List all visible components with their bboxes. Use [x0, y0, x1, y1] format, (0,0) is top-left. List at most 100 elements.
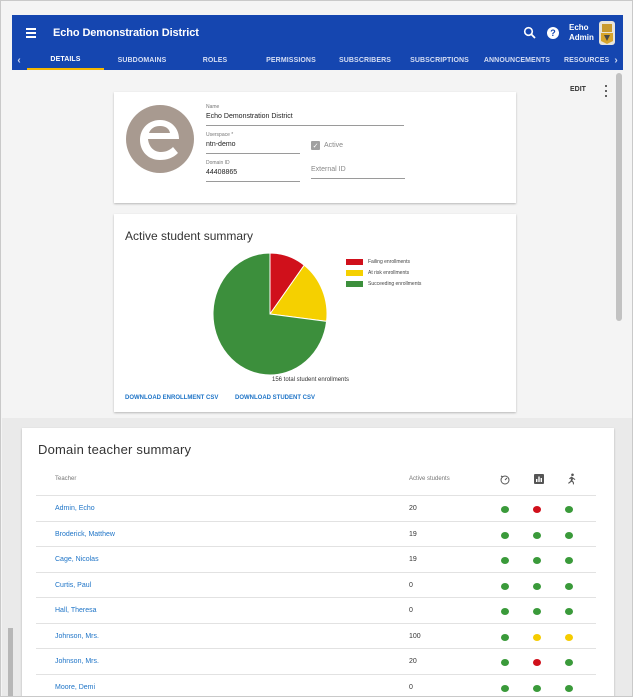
progress-status-dot	[565, 608, 573, 615]
teacher-name-link[interactable]: Moore, Demi	[55, 683, 96, 691]
teacher-name-link[interactable]: Johnson, Mrs.	[55, 632, 99, 640]
teacher-name-link[interactable]: Hall, Theresa	[55, 607, 97, 614]
running-person-icon	[568, 473, 576, 485]
teacher-name-link[interactable]: Johnson, Mrs.	[55, 658, 99, 665]
progress-status-dot	[565, 684, 573, 692]
tab-permissions[interactable]: PERMISSIONS	[266, 56, 316, 64]
grades-chart-icon	[534, 474, 544, 484]
active-students-count: 0	[409, 683, 413, 691]
legend-label: Failing enrollments	[368, 258, 410, 265]
name-field[interactable]: Name Echo Demonstration District	[206, 104, 404, 126]
student-summary-card: Active student summary Failing enrollmen…	[114, 214, 516, 412]
more-options-icon[interactable]	[604, 85, 608, 97]
teacher-summary-card: Domain teacher summary Teacher Active st…	[22, 428, 614, 697]
progress-status-dot	[565, 633, 573, 641]
table-row: Curtis, Paul 0	[36, 571, 596, 597]
active-students-count: 19	[409, 530, 417, 538]
activity-status-dot	[501, 608, 509, 615]
activity-status-dot	[501, 659, 509, 666]
grades-status-dot	[533, 633, 541, 641]
tab-subscriptions[interactable]: SUBSCRIPTIONS	[410, 56, 469, 64]
scrollbar[interactable]	[616, 73, 622, 321]
total-enrollments: 156 total student enrollments	[272, 377, 350, 383]
chart-legend: Failing enrollments At risk enrollments Su…	[346, 256, 421, 289]
search-icon[interactable]	[523, 26, 537, 40]
teacher-summary-title: Domain teacher summary	[38, 442, 192, 457]
activity-timer-icon	[500, 475, 510, 485]
activity-status-dot	[501, 582, 509, 590]
edit-button[interactable]: EDIT	[570, 86, 586, 93]
user-name[interactable]: Echo Admin	[569, 22, 594, 42]
activity-status-dot	[501, 531, 509, 539]
grades-status-dot	[533, 608, 541, 615]
legend-swatch	[346, 280, 363, 287]
progress-status-dot	[565, 659, 573, 666]
tab-details[interactable]: DETAILS	[27, 50, 104, 70]
app-title: Echo Demonstration District	[53, 26, 199, 39]
tab-bar: ‹ DETAILS SUBDOMAINS ROLES PERMISSIONS S…	[12, 50, 623, 70]
grades-status-dot	[533, 531, 541, 539]
active-students-count: 20	[409, 658, 417, 665]
progress-status-dot	[565, 557, 573, 564]
legend-item: At risk enrollments	[346, 267, 421, 278]
enrollment-pie-chart	[212, 252, 328, 376]
table-row: Moore, Demi 0	[36, 673, 596, 697]
legend-label: At risk enrollments	[368, 269, 410, 276]
teacher-name-link[interactable]: Curtis, Paul	[55, 581, 92, 589]
teacher-name-link[interactable]: Broderick, Matthew	[55, 530, 115, 538]
legend-item: Succeeding enrollments	[346, 278, 421, 289]
avatar[interactable]	[599, 20, 615, 45]
tabs-scroll-right-icon[interactable]: ›	[614, 54, 618, 66]
table-row: Cage, Nicolas 19	[36, 546, 596, 571]
checkbox-check-icon[interactable]: ✓	[311, 141, 320, 150]
domain-logo	[126, 105, 194, 173]
column-header-active-students[interactable]: Active students	[409, 476, 450, 482]
download-student-csv-link[interactable]: DOWNLOAD STUDENT CSV	[235, 395, 315, 401]
lower-scrollbar[interactable]	[8, 628, 13, 696]
tab-roles[interactable]: ROLES	[202, 56, 228, 64]
table-row: Johnson, Mrs. 20	[36, 648, 596, 673]
column-header-teacher[interactable]: Teacher	[55, 476, 77, 482]
table-row: Broderick, Matthew 19	[36, 520, 596, 546]
tab-subscribers[interactable]: SUBSCRIBERS	[338, 56, 392, 64]
hamburger-menu-icon[interactable]	[22, 22, 44, 44]
progress-status-dot	[565, 582, 573, 590]
legend-swatch	[346, 258, 363, 265]
help-icon[interactable]: ?	[547, 26, 559, 39]
activity-status-dot	[501, 557, 509, 564]
progress-status-dot	[565, 531, 573, 539]
legend-swatch	[346, 269, 363, 276]
active-students-count: 19	[409, 556, 417, 563]
tabs-scroll-left-icon[interactable]: ‹	[17, 54, 21, 66]
tab-resources[interactable]: RESOURCES	[564, 56, 610, 64]
summary-title: Active student summary	[125, 229, 254, 243]
userspace-field[interactable]: Userspace * ntn-demo	[206, 132, 300, 154]
teacher-name-link[interactable]: Cage, Nicolas	[55, 556, 99, 563]
grades-status-dot	[533, 684, 541, 692]
active-students-count: 100	[409, 632, 421, 640]
active-checkbox[interactable]: ✓ Active	[311, 141, 344, 150]
active-students-count: 0	[409, 581, 413, 589]
domain-details-card: Name Echo Demonstration District Userspa…	[114, 92, 516, 203]
domain-id-field[interactable]: Domain ID 44408865	[206, 160, 300, 182]
app-bar: Echo Demonstration District ? Echo Admin	[12, 15, 623, 50]
activity-status-dot	[501, 684, 509, 692]
activity-status-dot	[501, 633, 509, 641]
grades-status-dot	[533, 506, 541, 513]
progress-status-dot	[565, 506, 573, 513]
external-id-field[interactable]: External ID	[311, 163, 405, 179]
teacher-name-link[interactable]: Admin, Echo	[55, 505, 95, 512]
active-students-count: 20	[409, 505, 417, 512]
download-enrollment-csv-link[interactable]: DOWNLOAD ENROLLMENT CSV	[125, 395, 219, 401]
tab-announcements[interactable]: ANNOUNCEMENTS	[483, 56, 551, 64]
grades-status-dot	[533, 659, 541, 666]
active-students-count: 0	[409, 607, 413, 614]
grades-status-dot	[533, 582, 541, 590]
grades-status-dot	[533, 557, 541, 564]
pie-slice-at-risk-enrollments	[269, 264, 328, 322]
table-row: Admin, Echo 20	[36, 495, 596, 520]
tab-subdomains[interactable]: SUBDOMAINS	[117, 56, 167, 64]
pie-slice-succeeding-enrollments	[212, 252, 328, 376]
table-row: Hall, Theresa 0	[36, 597, 596, 622]
